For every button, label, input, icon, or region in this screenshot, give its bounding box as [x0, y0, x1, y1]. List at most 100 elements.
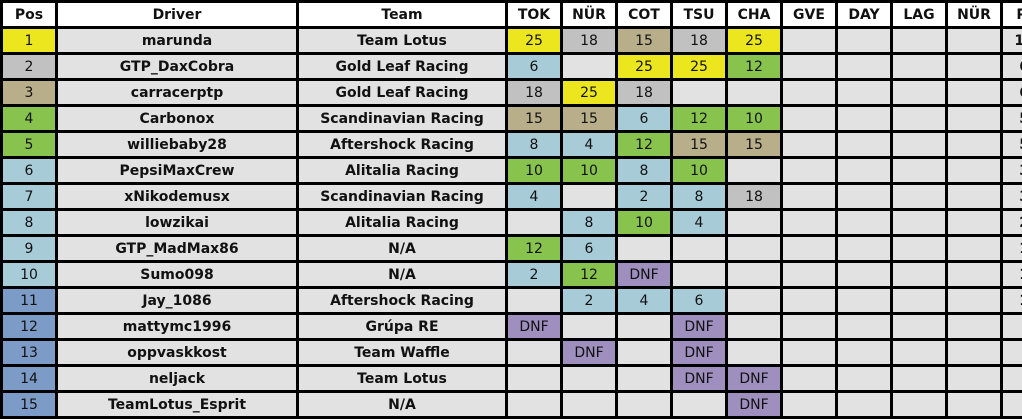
- position-cell: 5: [3, 133, 55, 156]
- driver-cell: mattymc1996: [58, 315, 296, 338]
- driver-cell: williebaby28: [58, 133, 296, 156]
- result-cell-tok: 8: [508, 133, 560, 156]
- team-cell: Alitalia Racing: [299, 159, 505, 182]
- position-cell: 14: [3, 367, 55, 390]
- header-cha: CHA: [728, 3, 780, 26]
- result-cell-cot: DNF: [618, 263, 670, 286]
- result-cell-nur2: [948, 393, 1000, 416]
- result-cell-gve: [783, 107, 835, 130]
- team-cell: Grúpa RE: [299, 315, 505, 338]
- points-cell: 101: [1003, 29, 1022, 52]
- result-cell-tok: 6: [508, 55, 560, 78]
- result-cell-cha: 10: [728, 107, 780, 130]
- result-cell-gve: [783, 367, 835, 390]
- result-cell-lag: [893, 315, 945, 338]
- position-cell: 2: [3, 55, 55, 78]
- points-cell: 61: [1003, 81, 1022, 104]
- result-cell-gve: [783, 237, 835, 260]
- position-cell: 6: [3, 159, 55, 182]
- result-cell-cot: [618, 237, 670, 260]
- header-day: DAY: [838, 3, 890, 26]
- result-cell-lag: [893, 107, 945, 130]
- driver-cell: marunda: [58, 29, 296, 52]
- result-cell-day: [838, 55, 890, 78]
- header-cot: COT: [618, 3, 670, 26]
- result-cell-tsu: [673, 81, 725, 104]
- driver-cell: xNikodemusx: [58, 185, 296, 208]
- result-cell-gve: [783, 393, 835, 416]
- position-cell: 11: [3, 289, 55, 312]
- result-cell-nur2: [948, 237, 1000, 260]
- result-cell-cot: 4: [618, 289, 670, 312]
- position-cell: 12: [3, 315, 55, 338]
- result-cell-lag: [893, 263, 945, 286]
- result-cell-day: [838, 133, 890, 156]
- team-cell: Aftershock Racing: [299, 133, 505, 156]
- result-cell-day: [838, 341, 890, 364]
- result-cell-lag: [893, 29, 945, 52]
- result-cell-day: [838, 29, 890, 52]
- result-cell-cot: [618, 341, 670, 364]
- header-gve: GVE: [783, 3, 835, 26]
- result-cell-cot: 18: [618, 81, 670, 104]
- team-cell: N/A: [299, 263, 505, 286]
- team-cell: Scandinavian Racing: [299, 107, 505, 130]
- result-cell-lag: [893, 133, 945, 156]
- result-cell-cha: DNF: [728, 393, 780, 416]
- points-cell: 12: [1003, 289, 1022, 312]
- result-cell-tok: [508, 341, 560, 364]
- result-cell-tsu: DNF: [673, 367, 725, 390]
- result-cell-tsu: 12: [673, 107, 725, 130]
- position-cell: 10: [3, 263, 55, 286]
- position-cell: 3: [3, 81, 55, 104]
- team-cell: Gold Leaf Racing: [299, 81, 505, 104]
- result-cell-nur: 18: [563, 29, 615, 52]
- result-cell-day: [838, 263, 890, 286]
- result-cell-nur: [563, 393, 615, 416]
- result-cell-tsu: 25: [673, 55, 725, 78]
- result-cell-day: [838, 211, 890, 234]
- team-cell: Team Lotus: [299, 367, 505, 390]
- result-cell-tsu: 4: [673, 211, 725, 234]
- result-cell-day: [838, 367, 890, 390]
- driver-cell: GTP_DaxCobra: [58, 55, 296, 78]
- result-cell-lag: [893, 393, 945, 416]
- result-cell-lag: [893, 81, 945, 104]
- result-cell-nur: DNF: [563, 341, 615, 364]
- driver-cell: Carbonox: [58, 107, 296, 130]
- table-header: Pos Driver Team TOK NÜR COT TSU CHA GVE DAY LAG NÜR…: [3, 3, 1022, 26]
- header-nur2: NÜR: [948, 3, 1000, 26]
- result-cell-nur2: [948, 107, 1000, 130]
- result-cell-tok: [508, 393, 560, 416]
- result-cell-lag: [893, 341, 945, 364]
- result-cell-tsu: DNF: [673, 341, 725, 364]
- position-cell: 15: [3, 393, 55, 416]
- result-cell-cot: 6: [618, 107, 670, 130]
- header-tsu: TSU: [673, 3, 725, 26]
- result-cell-cot: 15: [618, 29, 670, 52]
- result-cell-tok: 18: [508, 81, 560, 104]
- result-cell-tsu: 15: [673, 133, 725, 156]
- points-cell: 38: [1003, 159, 1022, 182]
- result-cell-cot: 8: [618, 159, 670, 182]
- position-cell: 1: [3, 29, 55, 52]
- result-cell-cha: 15: [728, 133, 780, 156]
- team-cell: Scandinavian Racing: [299, 185, 505, 208]
- result-cell-day: [838, 237, 890, 260]
- result-cell-nur2: [948, 211, 1000, 234]
- result-cell-gve: [783, 211, 835, 234]
- result-cell-nur: 25: [563, 81, 615, 104]
- team-cell: Team Lotus: [299, 29, 505, 52]
- points-cell: 68: [1003, 55, 1022, 78]
- result-cell-day: [838, 185, 890, 208]
- result-cell-nur2: [948, 341, 1000, 364]
- result-cell-day: [838, 289, 890, 312]
- result-cell-day: [838, 159, 890, 182]
